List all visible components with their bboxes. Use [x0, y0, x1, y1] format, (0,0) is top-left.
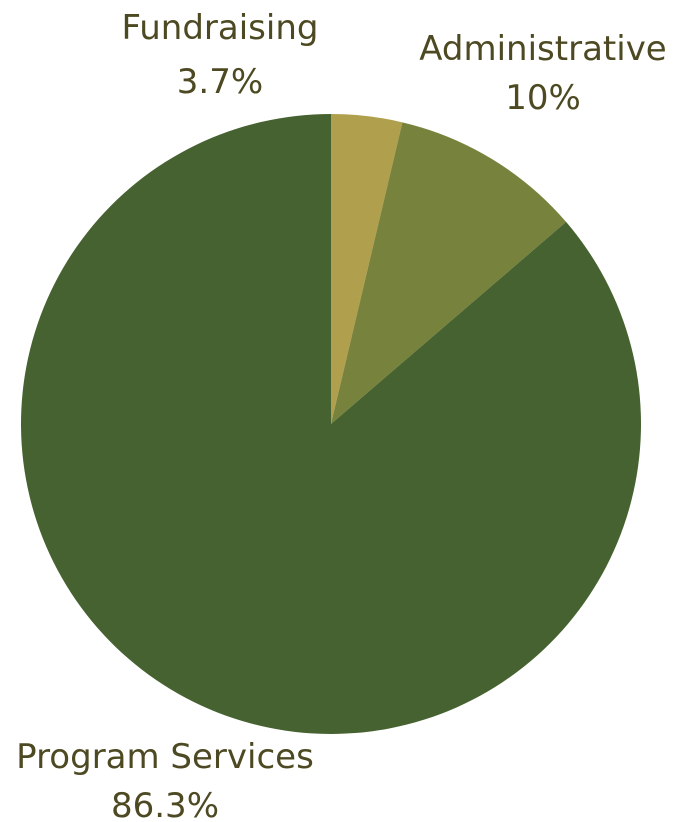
slice-label-program-services-name: Program Services: [16, 737, 314, 777]
pie-slice-program-services: [20, 114, 641, 734]
slice-label-administrative: Administrative 10%: [419, 29, 666, 118]
pie-slice-administrative: [331, 122, 567, 424]
slice-label-fundraising-name: Fundraising: [122, 8, 319, 48]
slice-label-fundraising-value: 3.7%: [177, 62, 263, 102]
slice-label-program-services-value: 86.3%: [111, 786, 219, 822]
slice-label-administrative-value: 10%: [505, 78, 581, 118]
pie-slices: [20, 114, 641, 734]
pie-slice-fundraising: [331, 114, 403, 424]
slice-label-fundraising: Fundraising 3.7%: [122, 8, 319, 102]
slice-label-program-services: Program Services 86.3%: [16, 737, 314, 822]
slice-label-administrative-name: Administrative: [419, 29, 666, 69]
